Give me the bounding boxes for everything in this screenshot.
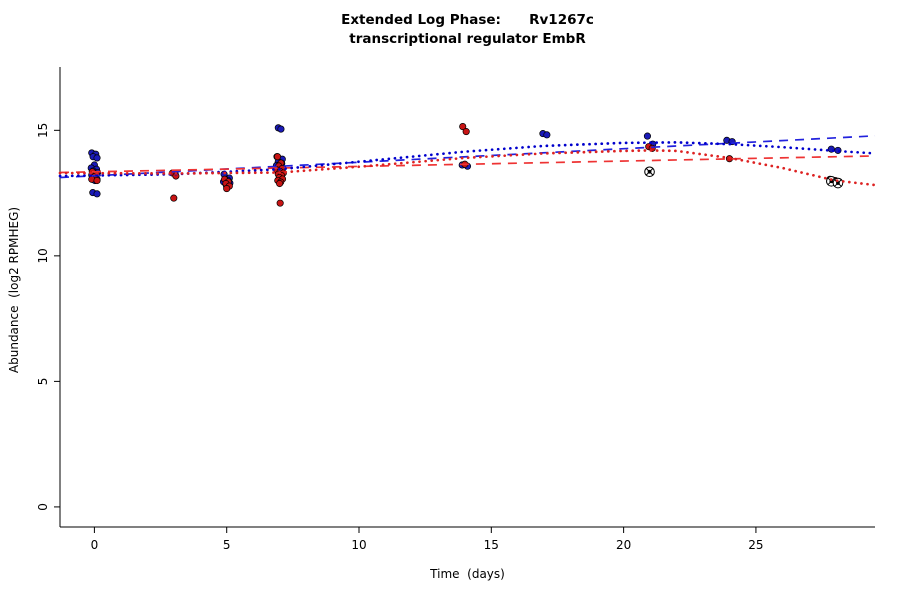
y-tick-label: 0 xyxy=(36,503,50,511)
trend-line-red-smooth-fit xyxy=(58,149,877,187)
data-point-condition-red xyxy=(459,123,467,131)
trend-line-red-linear-fit xyxy=(59,155,876,174)
data-point-condition-blue xyxy=(93,154,101,162)
x-tick-label: 25 xyxy=(748,538,763,552)
x-tick-label: 5 xyxy=(223,538,231,552)
y-tick-label: 10 xyxy=(36,248,50,263)
y-axis-label: Abundance (log2 RPMHEG) xyxy=(7,206,21,374)
data-point-condition-blue xyxy=(543,131,551,139)
outlier-dot xyxy=(647,169,652,174)
data-point-condition-red xyxy=(276,179,284,188)
data-point-condition-red xyxy=(93,176,101,185)
x-tick-label: 15 xyxy=(484,538,499,552)
y-tick-label: 5 xyxy=(36,378,50,386)
chart-title-line2: transcriptional regulator EmbR xyxy=(349,31,586,47)
x-tick-label: 20 xyxy=(616,538,631,552)
trend-line-blue-smooth-fit xyxy=(58,141,877,178)
chart-title-line1: Extended Log Phase: Rv1267c xyxy=(341,12,594,28)
y-tick-label: 15 xyxy=(36,123,50,138)
data-point-condition-red xyxy=(276,199,284,207)
x-axis-label: Time (days) xyxy=(430,567,505,581)
data-point-condition-blue xyxy=(277,125,285,133)
x-tick-label: 10 xyxy=(351,538,366,552)
data-point-condition-red xyxy=(462,128,470,136)
data-point-condition-blue xyxy=(643,132,651,140)
data-point-condition-red xyxy=(170,194,178,202)
data-point-condition-red xyxy=(273,153,282,161)
data-point-condition-red xyxy=(223,185,231,193)
x-tick-label: 0 xyxy=(91,538,99,552)
data-point-condition-blue xyxy=(93,190,101,198)
outlier-dot xyxy=(836,181,840,185)
